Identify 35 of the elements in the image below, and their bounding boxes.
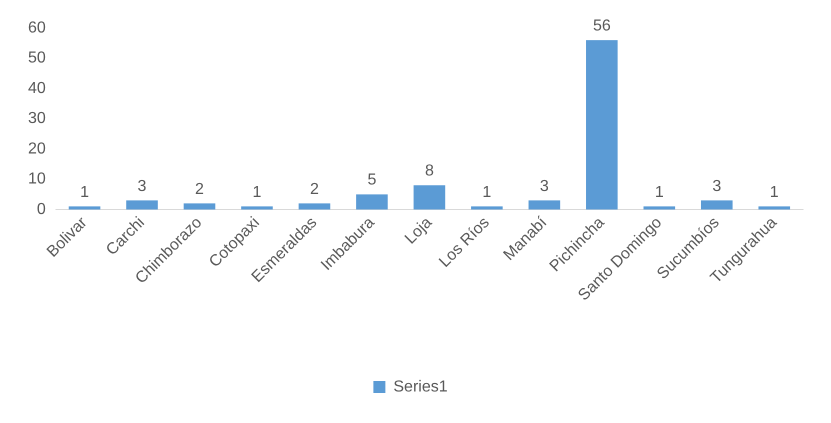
bar [528,200,560,210]
data-label: 1 [80,184,90,201]
bar [586,40,618,210]
bar [644,206,676,210]
data-label: 56 [592,18,611,34]
y-tick-label: 50 [28,50,46,67]
y-tick-label: 10 [28,170,46,188]
x-tick-label: Loja [402,214,436,248]
data-label: 2 [310,180,319,198]
bar [68,206,100,210]
legend-label: Series1 [393,378,448,396]
bar [471,206,503,210]
data-label: 5 [367,172,376,189]
bar [758,206,790,210]
data-label: 1 [482,184,492,201]
y-tick-label: 40 [28,80,46,97]
data-label: 2 [195,180,204,198]
data-label: 1 [770,184,779,201]
data-label: 1 [252,184,262,201]
data-label: 1 [654,184,664,201]
bar [414,185,446,210]
bar [356,194,388,210]
y-tick-label: 30 [28,110,46,128]
bar [241,206,273,210]
bar [700,200,733,210]
data-label: 3 [138,178,147,195]
y-tick-label: 0 [36,200,46,218]
bar [298,203,330,210]
bar [184,203,216,210]
y-tick-label: 60 [28,19,46,36]
data-label: 3 [540,178,549,195]
data-label: 8 [424,162,434,180]
bar [126,200,158,210]
data-label: 3 [712,178,722,195]
y-tick-label: 20 [28,140,46,158]
